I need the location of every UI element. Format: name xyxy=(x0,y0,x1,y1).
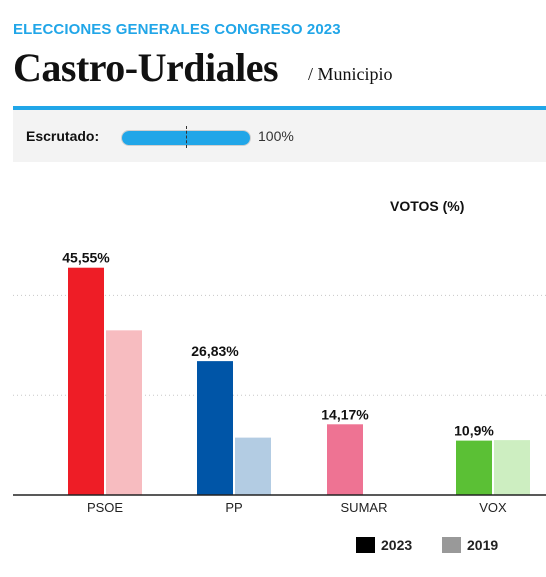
chart-title: VOTOS (%) xyxy=(390,198,465,214)
legend-label-2023: 2023 xyxy=(381,537,413,553)
bar-2019-psoe xyxy=(106,330,142,495)
data-label-psoe: 45,55% xyxy=(62,250,110,266)
data-label-sumar: 14,17% xyxy=(321,406,369,422)
x-tick-label-sumar: SUMAR xyxy=(341,500,388,515)
bar-2023-pp xyxy=(197,361,233,495)
bar-2019-vox xyxy=(494,440,530,495)
scrutiny-progress-marker xyxy=(186,126,187,148)
page-title: Castro-Urdiales xyxy=(13,45,279,90)
scrutiny-percentage: 100% xyxy=(258,128,294,144)
x-tick-label-pp: PP xyxy=(225,500,242,515)
legend-item-2019: 2019 xyxy=(442,537,498,553)
legend-label-2019: 2019 xyxy=(467,537,499,553)
data-label-vox: 10,9% xyxy=(454,423,494,439)
x-tick-label-vox: VOX xyxy=(479,500,507,515)
scrutiny-label: Escrutado: xyxy=(26,128,100,144)
legend-swatch-2023 xyxy=(356,537,375,553)
bar-2023-sumar xyxy=(327,424,363,495)
scrutiny-status: Escrutado: 100% xyxy=(13,110,546,162)
x-tick-label-psoe: PSOE xyxy=(87,500,123,515)
bar-2023-psoe xyxy=(68,267,104,495)
bar-2023-vox xyxy=(456,440,492,495)
bar-2019-pp xyxy=(235,437,271,495)
data-label-pp: 26,83% xyxy=(191,343,239,359)
page-subtitle: / Municipio xyxy=(308,64,393,84)
legend-swatch-2019 xyxy=(442,537,461,553)
legend-item-2023: 2023 xyxy=(356,537,412,553)
election-kicker: ELECCIONES GENERALES CONGRESO 2023 xyxy=(13,21,341,38)
title-rule xyxy=(13,106,546,110)
